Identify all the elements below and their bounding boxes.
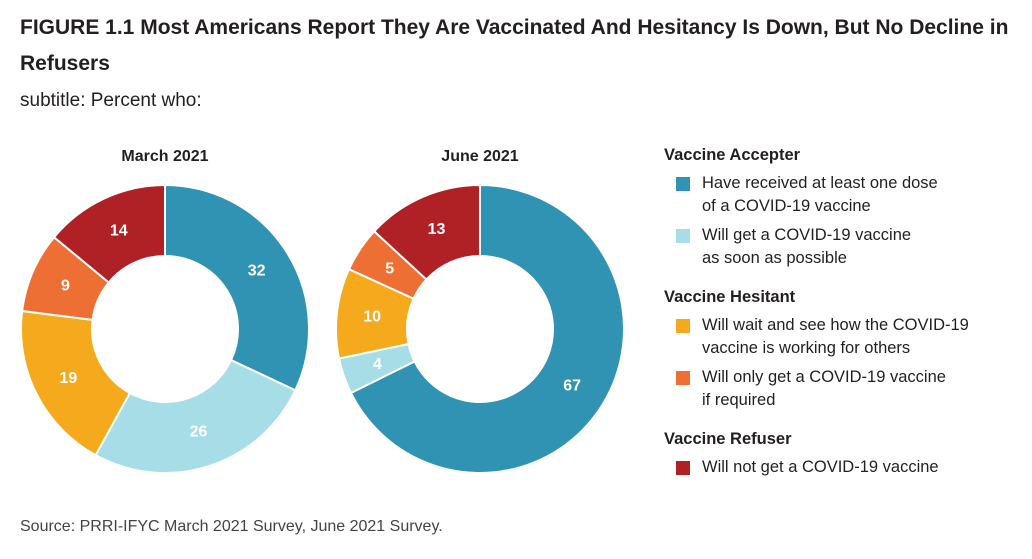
legend-item: Will get a COVID-19 vaccine as soon as po… <box>664 224 1024 270</box>
legend-label-line: Will not get a COVID-19 vaccine <box>702 458 939 476</box>
legend-label-line: of a COVID-19 vaccine <box>702 197 871 215</box>
legend-label-line: as soon as possible <box>702 249 847 267</box>
legend-item: Will wait and see how the COVID-19 vaccin… <box>664 314 1024 360</box>
legend-item: Will only get a COVID-19 vaccine if requi… <box>664 366 1024 412</box>
june-chart-title: June 2021 <box>441 148 519 165</box>
donut-slice <box>52 183 166 284</box>
legend-swatch <box>676 229 690 243</box>
legend-swatch <box>676 371 690 385</box>
legend: Vaccine Accepter Have received at least o… <box>664 142 1024 485</box>
slice-value-label: 67 <box>563 378 581 395</box>
donut-slice <box>94 358 297 474</box>
donut-charts: 32 26 19 9 14 67 4 10 5 13 <box>20 183 625 474</box>
figure-title: FIGURE 1.1 Most Americans Report They Ar… <box>20 16 1009 75</box>
legend-swatch <box>676 177 690 191</box>
source-note: Source: PRRI-IFYC March 2021 Survey, Jun… <box>20 518 443 535</box>
donut-slice <box>372 183 481 281</box>
legend-label-line: Will wait and see how the COVID-19 <box>702 316 969 334</box>
legend-label-line: Will only get a COVID-19 vaccine <box>702 368 946 386</box>
slice-value-label: 14 <box>110 222 128 239</box>
slice-value-label: 9 <box>61 277 70 294</box>
legend-item: Will not get a COVID-19 vaccine <box>664 456 1024 479</box>
legend-label-line: Will get a COVID-19 vaccine <box>702 226 912 244</box>
legend-group-title: Vaccine Refuser <box>664 430 792 448</box>
legend-label-line: if required <box>702 391 776 409</box>
legend-item: Have received at least one dose of a COVI… <box>664 172 1024 218</box>
legend-swatch <box>676 461 690 475</box>
slice-value-label: 5 <box>385 260 394 277</box>
march-chart-title: March 2021 <box>121 148 209 165</box>
legend-group-title: Vaccine Hesitant <box>664 288 796 306</box>
legend-group-title: Vaccine Accepter <box>664 146 801 164</box>
slice-value-label: 32 <box>248 262 266 279</box>
legend-label-line: Have received at least one dose <box>702 174 938 192</box>
slice-value-label: 10 <box>363 308 381 325</box>
slice-value-label: 26 <box>190 424 208 441</box>
legend-label-line: vaccine is working for others <box>702 339 911 357</box>
legend-swatch <box>676 319 690 333</box>
donut-slice <box>20 309 132 457</box>
figure-subtitle: subtitle: Percent who: <box>20 90 202 111</box>
donut-slice <box>349 183 625 474</box>
slice-value-label: 13 <box>428 221 446 238</box>
slice-value-label: 19 <box>59 370 77 387</box>
slice-value-label: 4 <box>373 356 382 373</box>
donut-slice <box>164 183 310 392</box>
